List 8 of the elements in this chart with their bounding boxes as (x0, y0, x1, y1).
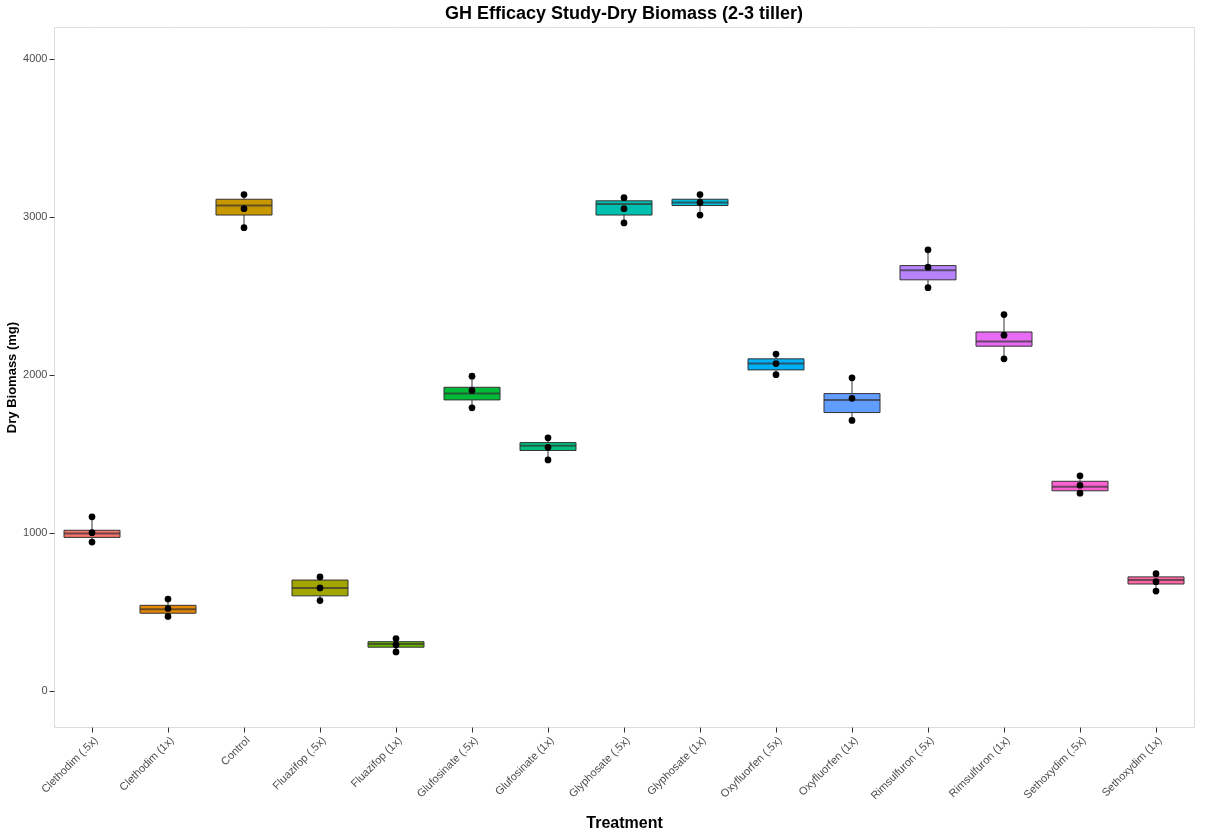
y-tick-label: 0 (41, 684, 48, 697)
chart-title: GH Efficacy Study-Dry Biomass (2-3 tiller) (444, 3, 804, 23)
y-tick-label: 1000 (23, 526, 48, 539)
y-axis-title: Dry Biomass (mg) (4, 321, 20, 434)
y-tick-label: 2000 (23, 368, 48, 381)
x-axis-title: Treatment (586, 814, 664, 832)
y-tick-label: 4000 (23, 52, 48, 65)
y-tick-label: 3000 (23, 210, 48, 223)
